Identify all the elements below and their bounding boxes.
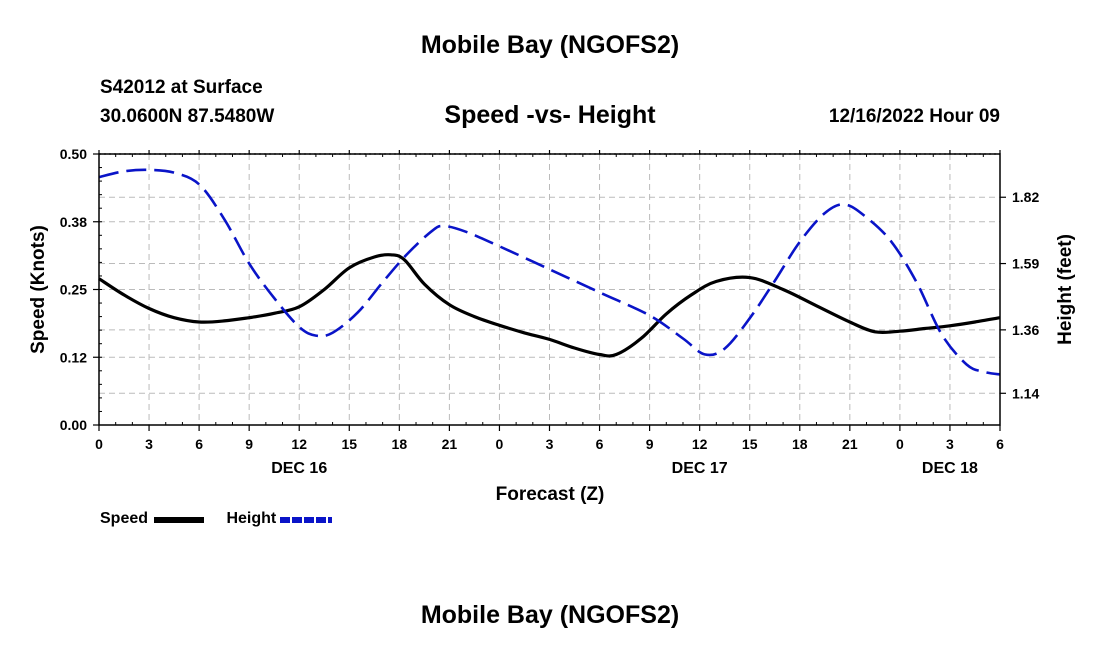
x-tick-label: 0 <box>496 436 504 452</box>
x-tick-label: 6 <box>195 436 203 452</box>
x-axis-title: Forecast (Z) <box>496 484 605 505</box>
y-tick-label: 0.38 <box>60 214 87 230</box>
forecast-datetime: 12/16/2022 Hour 09 <box>828 106 1000 127</box>
x-tick-label: 0 <box>95 436 103 452</box>
y-tick-label: 0.25 <box>60 282 87 298</box>
x-tick-label: 15 <box>742 436 758 452</box>
x-tick-label: 0 <box>896 436 904 452</box>
day-label: DEC 17 <box>672 460 728 477</box>
y-tick-label: 0.00 <box>60 417 87 433</box>
chart-subtitle: Speed -vs- Height <box>444 101 656 129</box>
axis-labels: 0 3 6 9 12 15 18 21 0 3 6 9 12 15 18 21 0 3 6 DEC 16 DEC 17 D… <box>28 146 1076 505</box>
y2-tick-label: 1.59 <box>1012 256 1039 272</box>
x-tick-label: 9 <box>646 436 654 452</box>
coordinates-label: 30.0600N 87.5480W <box>100 106 275 127</box>
x-tick-label: 6 <box>996 436 1004 452</box>
y2-axis-title: Height (feet) <box>1055 234 1076 345</box>
y2-tick-label: 1.36 <box>1012 322 1039 338</box>
x-tick-label: 18 <box>392 436 408 452</box>
series-line-height <box>98 168 1001 376</box>
x-tick-label: 6 <box>596 436 604 452</box>
x-tick-label: 3 <box>145 436 153 452</box>
x-tick-label: 9 <box>245 436 253 452</box>
legend-speed-label: Speed <box>100 510 149 527</box>
legend-height-label: Height <box>226 510 277 527</box>
x-tick-label: 21 <box>442 436 458 452</box>
x-tick-label: 12 <box>291 436 307 452</box>
x-tick-label: 3 <box>946 436 954 452</box>
y-tick-label: 0.50 <box>60 146 87 162</box>
grid-lines <box>99 153 1000 425</box>
y-axis-title: Speed (Knots) <box>28 225 49 354</box>
legend-speed: Speed <box>100 510 206 528</box>
y2-tick-label: 1.14 <box>1012 385 1039 401</box>
chart-main-title: Mobile Bay (NGOFS2) <box>420 31 680 59</box>
day-label: DEC 16 <box>271 460 327 477</box>
legend-height: Height <box>226 510 334 528</box>
y2-tick-label: 1.82 <box>1012 189 1039 205</box>
y-tick-label: 0.12 <box>60 349 87 365</box>
footer-title: Mobile Bay (NGOFS2) <box>420 601 680 629</box>
legend-height-swatch <box>280 517 333 523</box>
x-tick-label: 15 <box>341 436 357 452</box>
x-tick-label: 18 <box>792 436 808 452</box>
station-label: S42012 at Surface <box>100 77 263 98</box>
series-line-speed <box>98 253 1001 358</box>
x-tick-label: 12 <box>692 436 708 452</box>
x-tick-label: 3 <box>546 436 554 452</box>
legend-speed-swatch <box>154 517 205 523</box>
chart-legend: Speed Height <box>100 510 350 528</box>
series-lines <box>98 168 1001 376</box>
x-tick-label: 21 <box>842 436 858 452</box>
axes-ticks <box>93 150 1006 431</box>
day-label: DEC 18 <box>922 460 978 477</box>
